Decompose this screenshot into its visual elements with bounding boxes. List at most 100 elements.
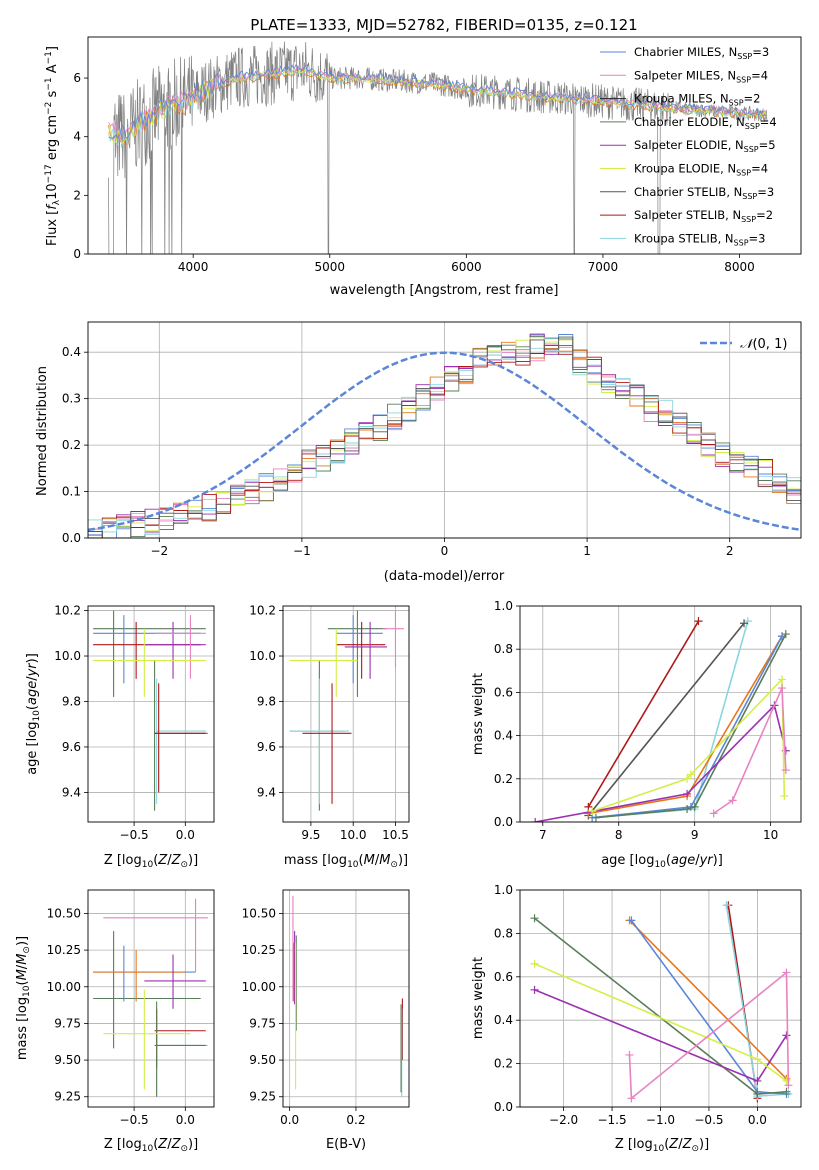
- z-age-xlabel: Z [log10(Z/Z⊙)]: [104, 853, 198, 870]
- ytick-label: 0.2: [494, 772, 513, 786]
- plot-content: [108, 41, 768, 254]
- plot-content: [292, 895, 403, 1097]
- xtick-label: 0.0: [176, 828, 195, 842]
- z-mass-ylabel: mass [log10(M/M⊙)]: [15, 936, 32, 1060]
- gaussian-curve: [88, 351, 801, 532]
- ytick-label: 0.8: [494, 642, 513, 656]
- weight-point: [588, 807, 597, 816]
- weight-point: [778, 675, 787, 684]
- z-weight-panel: −2.0 −1.5 −1.0 −0.5 0.0 0.0 0.2 0.4 0.6 0.8 1.0 Z …: [471, 883, 802, 1154]
- ytick-label: 10.25: [242, 943, 276, 957]
- weight-line: [628, 970, 790, 1100]
- histogram-step: [88, 336, 801, 538]
- residual-legend: 𝒩(0, 1): [700, 337, 787, 352]
- spectrum-plot-area: 4000 5000 6000 7000 8000 0 2 4 6: [73, 36, 802, 274]
- weight-point: [530, 959, 539, 968]
- weight-point: [782, 1087, 791, 1096]
- legend-label: Salpeter STELIB, NSSP=2: [634, 208, 773, 224]
- ytick-label: 0: [73, 247, 81, 261]
- age-weight-plot-area: 7 8 9 10 0.0 0.2 0.4 0.6 0.8 1.0: [494, 599, 802, 842]
- xtick-label: −1.0: [646, 1113, 675, 1127]
- axes-frame: [282, 889, 410, 1108]
- ytick-label: 0.4: [62, 345, 81, 359]
- ytick-label: 10.25: [47, 943, 81, 957]
- ytick-label: 0.3: [62, 392, 81, 406]
- legend-label: Chabrier STELIB, NSSP=3: [634, 185, 774, 201]
- weight-point: [627, 916, 636, 925]
- xtick-label: −0.5: [120, 1113, 149, 1127]
- weight-point: [683, 774, 692, 783]
- weight-point: [778, 684, 787, 693]
- weight-point: [753, 1089, 762, 1098]
- residual-xlabel: (data-model)/error: [384, 569, 505, 584]
- xtick-label: 7000: [588, 260, 619, 274]
- weight-point: [782, 1031, 791, 1040]
- xtick-label: 9.5: [301, 828, 320, 842]
- axes-frame: [282, 605, 410, 823]
- plot-content: [289, 610, 404, 811]
- plot-content: [93, 898, 208, 1097]
- weight-line: [592, 620, 749, 819]
- xtick-label: 1: [583, 544, 591, 558]
- weight-line: [628, 919, 788, 1080]
- ytick-label: 0.4: [494, 1013, 513, 1027]
- xtick-label: 0.2: [346, 1113, 365, 1127]
- ytick-label: 2: [73, 188, 81, 202]
- weight-point: [781, 630, 790, 639]
- ytick-label: 10.2: [54, 604, 81, 618]
- ytick-label: 10.50: [47, 906, 81, 920]
- residual-ylabel: Normed distribution: [35, 366, 50, 496]
- spectrum-legend: Chabrier MILES, NSSP=3 Salpeter MILES, NS…: [600, 45, 777, 247]
- weight-point: [627, 1094, 636, 1103]
- xtick-label: 5000: [314, 260, 345, 274]
- xtick-label: −2.0: [549, 1113, 578, 1127]
- ytick-label: 0.6: [494, 685, 513, 699]
- histogram-step: [88, 334, 801, 538]
- weight-point: [780, 792, 789, 801]
- residual-panel: −2 −1 0 1 2 0.0 0.1 0.2 0.3 0.4 (data-model)/erro…: [35, 321, 802, 584]
- xtick-label: −0.5: [694, 1113, 723, 1127]
- histogram-step: [88, 333, 801, 538]
- residual-plot-area: −2 −1 0 1 2 0.0 0.1 0.2 0.3 0.4: [62, 321, 802, 558]
- weight-point: [530, 985, 539, 994]
- spectrum-ylabel: Flux [fλ10−17 erg cm−2 s−1 A−1]: [44, 46, 62, 246]
- mass-age-xlabel: mass [log10(M/M⊙)]: [284, 853, 408, 870]
- plot-content: [531, 617, 790, 822]
- legend-label: Chabrier MILES, NSSP=3: [634, 45, 769, 61]
- weight-point: [743, 617, 752, 626]
- legend-label: Kroupa MILES, NSSP=2: [634, 92, 760, 108]
- weight-point: [683, 789, 692, 798]
- spectrum-model-line: [108, 64, 767, 140]
- weight-point: [753, 1076, 762, 1085]
- ytick-label: 0.4: [494, 729, 513, 743]
- legend-label: Chabrier ELODIE, NSSP=4: [634, 115, 777, 131]
- xtick-label: −2: [150, 544, 168, 558]
- ytick-label: 9.6: [257, 740, 276, 754]
- xtick-label: 9: [691, 828, 699, 842]
- weight-line: [535, 703, 787, 822]
- weight-point: [694, 617, 703, 626]
- xtick-label: 10.5: [382, 828, 409, 842]
- xtick-label: 10: [763, 828, 778, 842]
- ytick-label: 1.0: [494, 883, 513, 897]
- weight-point: [782, 968, 791, 977]
- age-weight-ylabel: mass weight: [471, 673, 486, 755]
- weight-point: [740, 619, 749, 628]
- ytick-label: 0.0: [494, 815, 513, 829]
- ytick-label: 9.75: [249, 1016, 276, 1030]
- z-age-plot-area: −0.5 0.0 9.4 9.6 9.8 10.0 10.2: [54, 604, 215, 842]
- spectrum-xlabel: wavelength [Angstrom, rest frame]: [330, 283, 559, 298]
- weight-point: [683, 805, 692, 814]
- ebv-mass-plot-area: 0.0 0.2 9.25 9.50 9.75 10.00 10.25 10.50: [242, 889, 410, 1127]
- ytick-label: 10.00: [242, 980, 276, 994]
- xtick-label: 8000: [724, 260, 755, 274]
- ytick-label: 9.8: [62, 694, 81, 708]
- ytick-label: 0.8: [494, 926, 513, 940]
- ytick-label: 9.50: [54, 1053, 81, 1067]
- z-age-ylabel: age [log10(age/yr)]: [25, 653, 42, 775]
- histogram-step: [88, 344, 801, 538]
- age-weight-xlabel: age [log10(age/yr)]: [601, 853, 723, 870]
- ytick-label: 9.4: [62, 785, 81, 799]
- weight-point: [781, 766, 790, 775]
- ytick-label: 10.0: [249, 649, 276, 663]
